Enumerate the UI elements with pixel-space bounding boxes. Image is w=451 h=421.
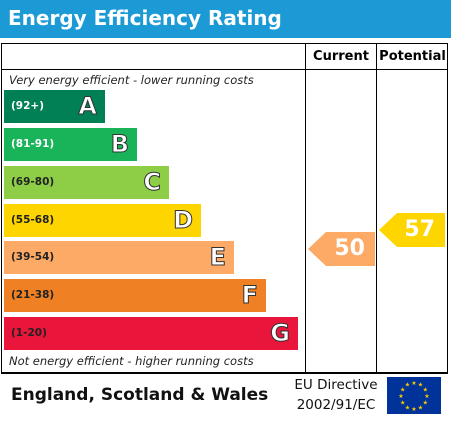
band-a-letter: A — [78, 92, 98, 121]
footer-region-label: England, Scotland & Wales — [11, 385, 269, 405]
bottom-note: Not energy efficient - higher running co… — [9, 354, 254, 368]
header-bar: Energy Efficiency Rating — [0, 0, 451, 38]
eu-flag-icon: ★ ★ ★ ★ ★ ★ ★ ★ ★ ★ ★ ★ — [387, 377, 441, 414]
svg-text:★: ★ — [423, 400, 428, 407]
svg-text:★: ★ — [424, 393, 429, 400]
band-f-letter: F — [241, 281, 258, 310]
svg-text:★: ★ — [405, 382, 410, 389]
top-note: Very energy efficient - lower running co… — [9, 73, 254, 87]
svg-text:★: ★ — [405, 404, 410, 411]
svg-text:★: ★ — [398, 393, 403, 400]
band-c-range: (69-80) — [11, 176, 55, 188]
band-d: (55-68) D — [4, 204, 201, 237]
potential-rating-arrow: 57 — [379, 213, 445, 247]
svg-text:★: ★ — [411, 406, 416, 413]
svg-text:★: ★ — [418, 404, 423, 411]
band-d-range: (55-68) — [11, 214, 55, 226]
footer-divider — [1, 373, 448, 374]
svg-text:★: ★ — [423, 387, 428, 394]
chart-title: Energy Efficiency Rating — [8, 6, 282, 30]
svg-text:★: ★ — [400, 400, 405, 407]
header-row-divider — [1, 69, 448, 70]
band-g-range: (1-20) — [11, 327, 47, 339]
svg-text:★: ★ — [418, 382, 423, 389]
band-c: (69-80) C — [4, 166, 169, 199]
potential-column-divider — [376, 43, 377, 373]
band-g-letter: G — [270, 319, 291, 348]
current-column-header: Current — [313, 49, 369, 64]
eu-directive-line2: 2002/91/EC — [296, 397, 376, 413]
band-e-letter: E — [209, 243, 226, 272]
svg-text:★: ★ — [411, 380, 416, 387]
band-f-range: (21-38) — [11, 289, 55, 301]
eu-directive-line1: EU Directive — [294, 377, 378, 393]
potential-rating-value: 57 — [404, 217, 435, 242]
current-rating-value: 50 — [334, 236, 365, 261]
band-d-letter: D — [173, 206, 194, 235]
svg-text:★: ★ — [400, 387, 405, 394]
rating-table-frame — [1, 43, 448, 373]
band-e-range: (39-54) — [11, 251, 55, 263]
band-b-letter: B — [110, 130, 129, 159]
band-b-range: (81-91) — [11, 138, 55, 150]
band-f: (21-38) F — [4, 279, 266, 312]
eu-flag-field — [387, 377, 441, 414]
band-a: (92+) A — [4, 90, 105, 123]
potential-column-header: Potential — [379, 49, 446, 64]
band-e: (39-54) E — [4, 241, 234, 274]
eu-flag-stars: ★ ★ ★ ★ ★ ★ ★ ★ ★ ★ ★ ★ — [398, 380, 429, 413]
band-g: (1-20) G — [4, 317, 298, 350]
band-c-letter: C — [143, 168, 162, 197]
band-b: (81-91) B — [4, 128, 137, 161]
band-a-range: (92+) — [11, 100, 45, 112]
current-column-divider — [305, 43, 306, 373]
